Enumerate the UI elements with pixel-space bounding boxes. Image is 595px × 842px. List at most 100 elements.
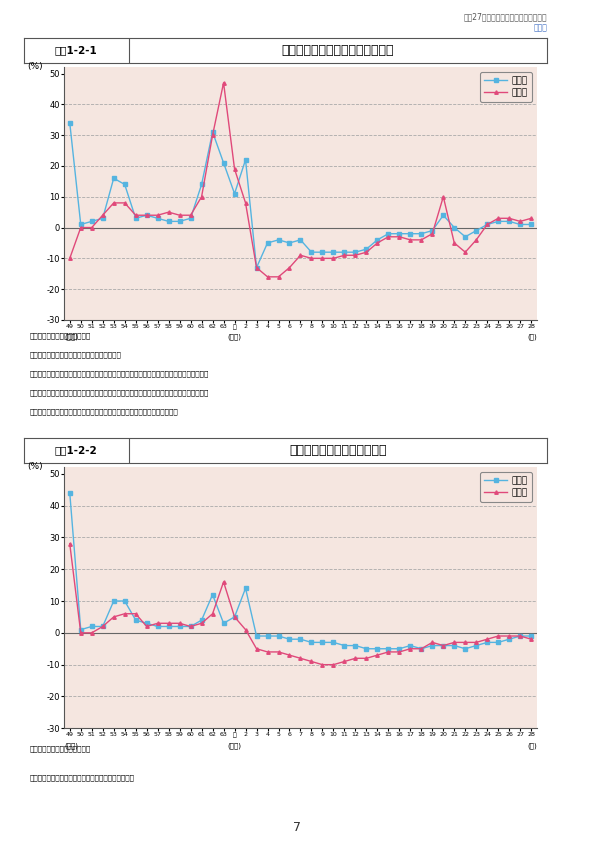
住宅地: [506, 634, 513, 644]
Text: 資料：国土交通省「地価公示」: 資料：国土交通省「地価公示」: [30, 333, 91, 339]
商業地: [396, 647, 403, 657]
商業地: [472, 637, 480, 647]
商業地: [462, 637, 469, 647]
商業地: [264, 272, 271, 282]
商業地: [220, 577, 227, 587]
Line: 商業地: 商業地: [68, 81, 533, 279]
住宅地: [165, 621, 172, 632]
住宅地: [385, 229, 392, 239]
商業地: [494, 213, 502, 223]
商業地: [297, 250, 304, 260]
住宅地: [352, 248, 359, 258]
住宅地: [143, 618, 150, 628]
Text: 平成27年度の地価・土地取引等の動き: 平成27年度の地価・土地取引等の動き: [464, 13, 547, 22]
住宅地: [275, 631, 282, 641]
住宅地: [198, 615, 205, 625]
住宅地: [176, 216, 183, 226]
住宅地: [297, 634, 304, 644]
住宅地: [88, 216, 95, 226]
商業地: [374, 238, 381, 248]
商業地: [187, 210, 194, 221]
住宅地: [308, 637, 315, 647]
住宅地: [77, 625, 84, 635]
Legend: 住宅地, 商業地: 住宅地, 商業地: [480, 72, 532, 102]
商業地: [330, 659, 337, 669]
Text: 第１章: 第１章: [534, 24, 547, 33]
住宅地: [385, 643, 392, 653]
住宅地: [132, 615, 139, 625]
商業地: [88, 628, 95, 638]
商業地: [330, 253, 337, 264]
住宅地: [231, 189, 238, 199]
Text: (昭和): (昭和): [64, 743, 79, 749]
Line: 住宅地: 住宅地: [68, 121, 533, 269]
住宅地: [275, 235, 282, 245]
住宅地: [451, 641, 458, 651]
住宅地: [253, 263, 260, 273]
商業地: [297, 653, 304, 663]
住宅地: [143, 210, 150, 221]
商業地: [341, 250, 348, 260]
商業地: [506, 631, 513, 641]
商業地: [352, 653, 359, 663]
Line: 住宅地: 住宅地: [68, 491, 533, 650]
商業地: [407, 235, 414, 245]
住宅地: [528, 631, 535, 641]
住宅地: [242, 584, 249, 594]
商業地: [275, 272, 282, 282]
住宅地: [110, 173, 117, 184]
商業地: [319, 253, 326, 264]
Text: 三大都市圏における地価の変動率: 三大都市圏における地価の変動率: [281, 44, 394, 57]
商業地: [209, 609, 216, 619]
商業地: [440, 641, 447, 651]
Text: 7: 7: [293, 821, 302, 834]
住宅地: [462, 643, 469, 653]
住宅地: [209, 589, 216, 600]
住宅地: [418, 229, 425, 239]
商業地: [154, 618, 161, 628]
商業地: [286, 650, 293, 660]
住宅地: [341, 248, 348, 258]
Y-axis label: (%): (%): [27, 62, 43, 72]
住宅地: [341, 641, 348, 651]
住宅地: [308, 248, 315, 258]
商業地: [99, 621, 107, 632]
商業地: [462, 248, 469, 258]
住宅地: [506, 216, 513, 226]
住宅地: [231, 612, 238, 622]
商業地: [110, 198, 117, 208]
商業地: [341, 657, 348, 667]
商業地: [165, 207, 172, 217]
商業地: [154, 210, 161, 221]
商業地: [429, 637, 436, 647]
住宅地: [396, 643, 403, 653]
住宅地: [176, 621, 183, 632]
商業地: [286, 263, 293, 273]
Legend: 住宅地, 商業地: 住宅地, 商業地: [480, 472, 532, 502]
商業地: [176, 210, 183, 221]
住宅地: [99, 621, 107, 632]
住宅地: [440, 210, 447, 221]
商業地: [198, 192, 205, 202]
Text: 地方圏における地価の変動率: 地方圏における地価の変動率: [289, 444, 387, 457]
Text: (平成): (平成): [227, 743, 242, 749]
商業地: [110, 612, 117, 622]
住宅地: [66, 488, 73, 498]
住宅地: [286, 238, 293, 248]
商業地: [506, 213, 513, 223]
商業地: [363, 248, 370, 258]
住宅地: [494, 216, 502, 226]
商業地: [132, 609, 139, 619]
住宅地: [516, 631, 524, 641]
商業地: [198, 618, 205, 628]
Text: (年): (年): [527, 743, 537, 749]
住宅地: [330, 248, 337, 258]
Text: 図表1-2-1: 図表1-2-1: [55, 45, 98, 56]
住宅地: [396, 229, 403, 239]
住宅地: [363, 643, 370, 653]
住宅地: [253, 631, 260, 641]
住宅地: [440, 641, 447, 651]
住宅地: [242, 155, 249, 165]
商業地: [143, 210, 150, 221]
住宅地: [429, 641, 436, 651]
